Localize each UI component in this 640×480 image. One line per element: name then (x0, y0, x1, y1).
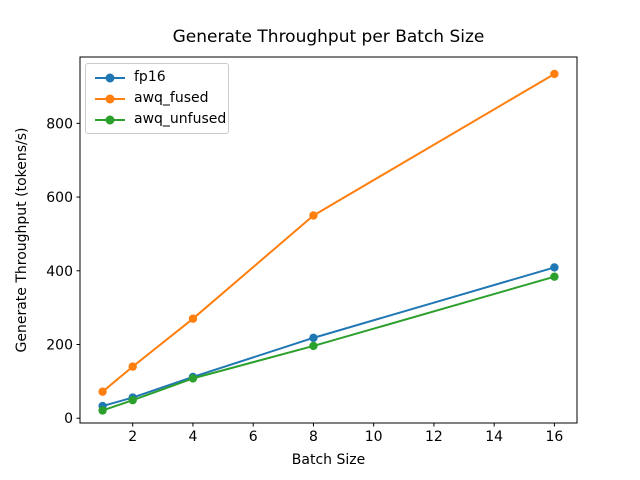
y-tick-label: 200 (46, 337, 73, 353)
y-axis-ticks: 0 200 400 600 800 (46, 116, 80, 427)
data-point-marker (128, 362, 137, 371)
data-point-marker (188, 314, 198, 323)
series-awq_fused (98, 69, 559, 396)
legend-label: awq_unfused (134, 111, 227, 127)
series-line (102, 275, 555, 412)
y-tick-label: 0 (64, 411, 73, 427)
legend-item-awq-unfused: awq_unfused (95, 112, 226, 127)
legend-label: fp16 (134, 69, 166, 85)
data-point-marker (98, 387, 107, 396)
x-tick-label: 6 (249, 429, 258, 445)
data-point-marker (309, 341, 318, 351)
data-point-marker (98, 406, 107, 415)
data-point-marker (309, 333, 318, 343)
y-tick-label: 600 (46, 190, 73, 206)
y-tick-label: 400 (46, 264, 73, 280)
series-awq_unfused (98, 272, 559, 415)
data-point-marker (309, 211, 318, 220)
legend-item-awq-fused: awq_fused (95, 91, 218, 106)
x-tick-label: 14 (485, 429, 503, 445)
legend-line-marker-icon (95, 72, 125, 83)
x-axis-label: Batch Size (291, 452, 366, 468)
x-axis-ticks: 2 4 6 8 10 12 14 16 (128, 423, 563, 445)
legend-label: awq_fused (134, 90, 209, 106)
y-tick-label: 800 (46, 116, 73, 132)
axes-frame (79, 56, 578, 424)
legend-line-marker-icon (95, 93, 125, 104)
data-point-marker (128, 395, 137, 405)
legend-line-marker-icon (95, 114, 125, 125)
data-point-marker (550, 272, 559, 281)
x-tick-label: 2 (128, 429, 137, 445)
x-tick-label: 12 (425, 429, 443, 445)
y-axis-label: Generate Throughput (tokens/s) (14, 127, 30, 353)
data-point-marker (188, 374, 198, 383)
x-tick-label: 4 (188, 429, 197, 445)
legend-item-fp16: fp16 (95, 70, 218, 85)
data-point-marker (550, 263, 559, 272)
data-point-marker (550, 69, 559, 79)
x-tick-label: 16 (545, 429, 563, 445)
x-tick-label: 10 (365, 429, 383, 445)
chart-title: Generate Throughput per Batch Size (172, 27, 485, 47)
legend: fp16 awq_fused awq_unfused (85, 63, 229, 134)
x-tick-label: 8 (309, 429, 318, 445)
